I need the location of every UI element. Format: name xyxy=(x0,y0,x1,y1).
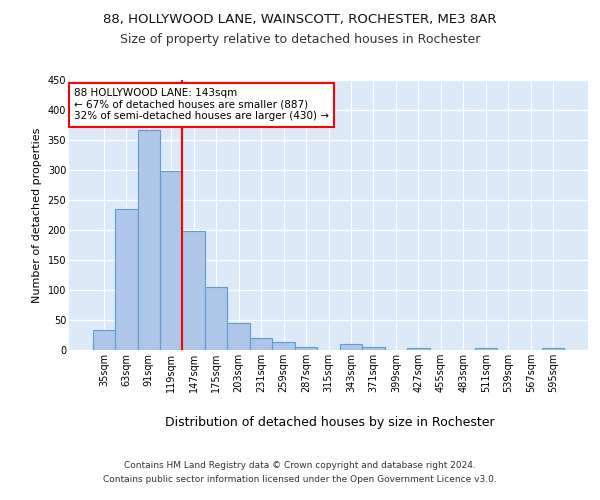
Bar xyxy=(92,330,115,350)
Bar xyxy=(542,348,565,350)
Bar xyxy=(137,130,160,350)
Y-axis label: Number of detached properties: Number of detached properties xyxy=(32,128,42,302)
Bar xyxy=(115,209,137,350)
Bar xyxy=(205,287,227,350)
Bar xyxy=(475,348,497,350)
Bar xyxy=(362,347,385,350)
Text: 88, HOLLYWOOD LANE, WAINSCOTT, ROCHESTER, ME3 8AR: 88, HOLLYWOOD LANE, WAINSCOTT, ROCHESTER… xyxy=(103,12,497,26)
Text: Contains public sector information licensed under the Open Government Licence v3: Contains public sector information licen… xyxy=(103,476,497,484)
Bar xyxy=(407,348,430,350)
Bar xyxy=(227,323,250,350)
Bar xyxy=(340,344,362,350)
Text: Contains HM Land Registry data © Crown copyright and database right 2024.: Contains HM Land Registry data © Crown c… xyxy=(124,460,476,469)
Text: Size of property relative to detached houses in Rochester: Size of property relative to detached ho… xyxy=(120,32,480,46)
Bar xyxy=(272,342,295,350)
Bar xyxy=(182,231,205,350)
Bar xyxy=(250,338,272,350)
Text: 88 HOLLYWOOD LANE: 143sqm
← 67% of detached houses are smaller (887)
32% of semi: 88 HOLLYWOOD LANE: 143sqm ← 67% of detac… xyxy=(74,88,329,122)
Bar xyxy=(160,171,182,350)
Bar xyxy=(295,347,317,350)
Text: Distribution of detached houses by size in Rochester: Distribution of detached houses by size … xyxy=(165,416,495,429)
